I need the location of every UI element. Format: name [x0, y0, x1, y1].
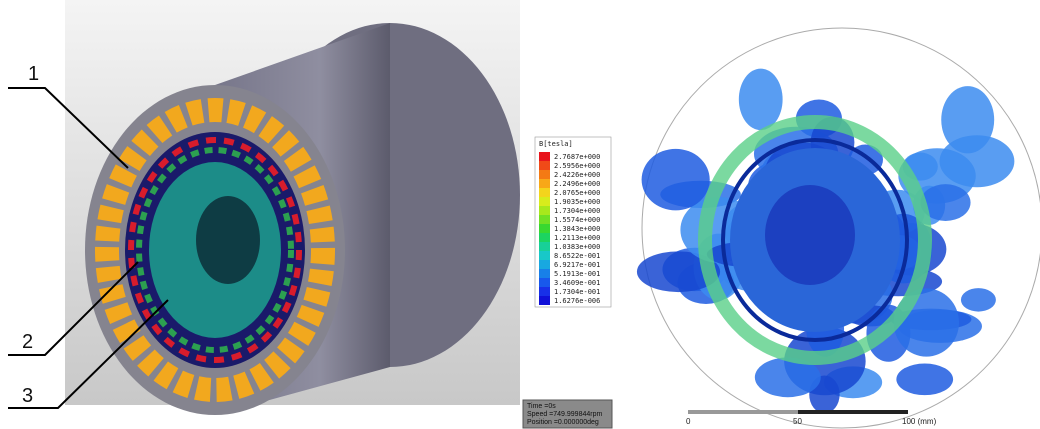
legend-label: 6.9217e-001	[554, 261, 600, 269]
legend-label: 1.3843e+000	[554, 225, 600, 233]
status-line: Time =0s	[527, 403, 556, 410]
legend-label: 1.5574e+000	[554, 216, 600, 224]
legend-swatch	[539, 197, 550, 206]
legend-swatch	[539, 233, 550, 242]
legend-swatch	[539, 224, 550, 233]
legend-label: 1.7304e-001	[554, 288, 600, 296]
scale-label: 100 (mm)	[902, 417, 937, 426]
legend-swatch	[539, 188, 550, 197]
legend-swatch	[539, 152, 550, 161]
legend-swatch	[539, 251, 550, 260]
shaft-hole	[196, 196, 260, 284]
legend-swatch	[539, 242, 550, 251]
legend-label: 1.7304e+000	[554, 207, 600, 215]
figure: 1 2 3 B[tesla] 2.7687e+0002.5956e+0002.4…	[0, 0, 1040, 429]
status-line: Position =0.000000deg	[527, 419, 599, 426]
legend-label: 1.0383e+000	[554, 243, 600, 251]
field-region	[739, 69, 783, 131]
legend-label: 8.6522e-001	[554, 252, 600, 260]
legend-swatch	[539, 278, 550, 287]
scale-label: 50	[793, 417, 802, 426]
legend-swatch	[539, 170, 550, 179]
field-region	[941, 86, 994, 153]
field-region	[896, 364, 953, 396]
callout-label: 2	[22, 331, 33, 353]
shaft-field	[765, 185, 855, 285]
scale-label: 0	[686, 417, 691, 426]
legend-swatch	[539, 287, 550, 296]
legend-title: B[tesla]	[539, 140, 573, 148]
scale-bar-segment	[688, 410, 798, 414]
legend-label: 1.6276e-006	[554, 297, 600, 305]
legend-label: 2.4226e+000	[554, 171, 600, 179]
legend-label: 2.2496e+000	[554, 180, 600, 188]
legend-swatch	[539, 215, 550, 224]
legend-swatch	[539, 296, 550, 305]
callout-label: 1	[28, 63, 39, 85]
legend-label: 1.9035e+000	[554, 198, 600, 206]
scale-bar-segment	[798, 410, 908, 414]
legend-swatch	[539, 179, 550, 188]
field-region	[642, 149, 710, 210]
legend-label: 2.0765e+000	[554, 189, 600, 197]
legend-label: 2.5956e+000	[554, 162, 600, 170]
legend-swatch	[539, 269, 550, 278]
legend-label: 5.1913e-001	[554, 270, 600, 278]
legend: 2.7687e+0002.5956e+0002.4226e+0002.2496e…	[539, 152, 600, 305]
field-plot	[637, 28, 1040, 428]
status-line: Speed =749.999844rpm	[527, 411, 602, 418]
legend-swatch	[539, 206, 550, 215]
legend-label: 3.4609e-001	[554, 279, 600, 287]
legend-swatch	[539, 161, 550, 170]
legend-swatch	[539, 260, 550, 269]
legend-label: 1.2113e+000	[554, 234, 600, 242]
callout-label: 3	[22, 385, 33, 407]
page: 1 2 3 B[tesla] 2.7687e+0002.5956e+0002.4…	[0, 0, 1040, 429]
field-region	[961, 288, 996, 311]
legend-label: 2.7687e+000	[554, 153, 600, 161]
